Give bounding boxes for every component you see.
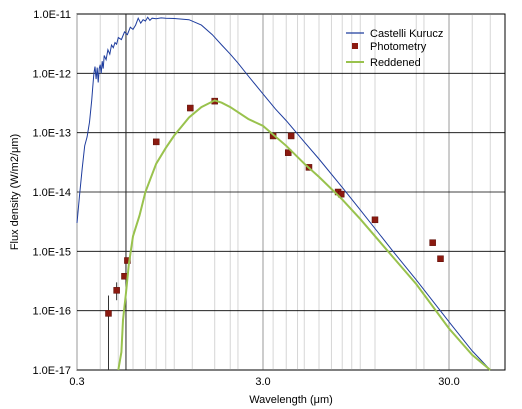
photometry-point <box>287 132 295 140</box>
y-axis-ticks: 1.0E-17 1.0E-16 1.0E-15 1.0E-14 1.0E-13 1.0E-… <box>32 9 71 377</box>
series-line-reddened <box>117 99 491 371</box>
legend-swatch-photometry <box>352 43 358 49</box>
series-layer <box>76 16 491 371</box>
y-axis-label: Flux density (W/m2/μm) <box>9 134 21 250</box>
photometry-point <box>113 287 120 294</box>
photometry-point <box>105 310 112 317</box>
photometry-point <box>437 255 444 262</box>
photometry-point <box>152 138 160 146</box>
legend-label-photometry: Photometry <box>370 41 427 53</box>
x-axis-ticks: 0.3 3.0 30.0 <box>69 376 459 388</box>
photometry-point <box>371 216 379 224</box>
x-tick-label: 30.0 <box>438 376 459 388</box>
legend: Castelli Kurucz Photometry Reddened <box>346 28 443 69</box>
photometry-point <box>284 149 292 156</box>
grid <box>76 13 505 371</box>
y-tick-label: 1.0E-15 <box>32 246 71 258</box>
y-tick-label: 1.0E-12 <box>32 68 71 80</box>
legend-label-reddened: Reddened <box>370 57 421 69</box>
x-axis-label: Wavelength (μm) <box>249 394 333 406</box>
y-tick-label: 1.0E-16 <box>32 306 71 318</box>
y-tick-label: 1.0E-11 <box>33 9 71 21</box>
photometry-point <box>187 104 194 112</box>
y-tick-label: 1.0E-13 <box>32 128 71 140</box>
legend-label-castelli-kurucz: Castelli Kurucz <box>370 28 443 40</box>
y-tick-label: 1.0E-14 <box>32 187 71 199</box>
y-tick-label: 1.0E-17 <box>32 365 71 377</box>
series-line-castelli-kurucz <box>76 16 491 371</box>
x-tick-label: 0.3 <box>69 376 84 388</box>
photometry-point <box>124 257 131 264</box>
photometry-point <box>429 239 436 246</box>
x-tick-label: 3.0 <box>255 376 270 388</box>
